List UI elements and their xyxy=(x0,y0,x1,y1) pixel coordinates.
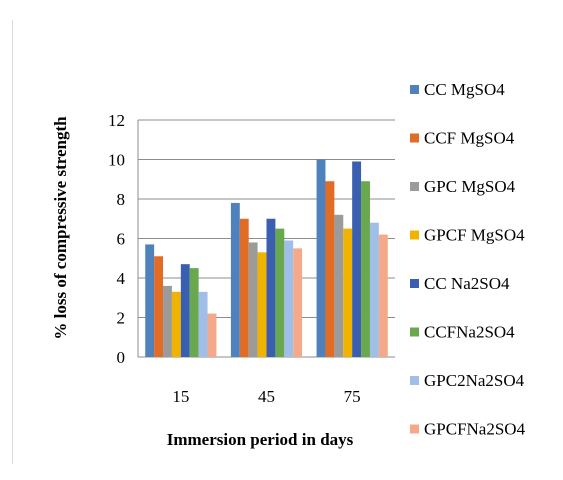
x-tick-label: 45 xyxy=(258,387,275,406)
legend-label: GPCF MgSO4 xyxy=(424,226,525,245)
bar xyxy=(145,244,155,357)
legend-label: CC MgSO4 xyxy=(424,80,505,99)
legend-swatch xyxy=(410,376,419,385)
bar xyxy=(316,159,326,357)
bar xyxy=(361,181,370,357)
legend-label: GPCFNa2SO4 xyxy=(424,420,526,439)
bar xyxy=(369,222,379,357)
frame-border-line xyxy=(12,20,13,464)
legend-label: CCFNa2SO4 xyxy=(424,323,515,342)
y-axis-title: % loss of compressive strength xyxy=(51,116,70,340)
legend-swatch xyxy=(410,327,419,337)
y-tick-labels: 0 2 4 6 8 10 12 xyxy=(108,111,126,367)
y-tick-label: 12 xyxy=(108,111,125,130)
x-tick-label: 75 xyxy=(344,387,361,406)
legend-swatch xyxy=(410,230,419,240)
legend-label: CC Na2SO4 xyxy=(424,274,510,293)
x-axis-title: Immersion period in days xyxy=(167,430,354,449)
legend-swatch xyxy=(410,133,419,143)
bar xyxy=(293,248,303,357)
bar xyxy=(207,313,217,357)
x-tick-labels: 15 45 75 xyxy=(172,387,360,406)
legend-label: GPC MgSO4 xyxy=(424,177,516,196)
bar xyxy=(257,252,267,357)
bar xyxy=(180,264,190,357)
bar xyxy=(163,285,172,357)
legend-swatch xyxy=(410,424,419,434)
legend: CC MgSO4 CCF MgSO4 GPC MgSO4 GPCF MgSO4 CC N… xyxy=(410,80,526,439)
bar xyxy=(325,181,335,357)
y-tick-label: 0 xyxy=(117,348,126,367)
legend-swatch xyxy=(410,182,419,191)
legend-swatch xyxy=(410,85,419,94)
y-tick-label: 8 xyxy=(117,190,126,209)
bar xyxy=(352,161,362,357)
bar xyxy=(284,240,294,357)
legend-label: GPC2Na2SO4 xyxy=(424,371,525,390)
bar xyxy=(239,218,249,357)
bar xyxy=(171,291,181,357)
x-tick-label: 15 xyxy=(172,387,189,406)
bar xyxy=(189,268,199,357)
bar xyxy=(198,291,208,357)
bar xyxy=(343,228,353,357)
bar xyxy=(266,218,276,357)
bar xyxy=(230,202,240,357)
y-tick-label: 6 xyxy=(117,230,126,249)
bar xyxy=(248,242,258,357)
legend-label: CCF MgSO4 xyxy=(424,129,515,148)
bar xyxy=(154,256,164,357)
y-tick-label: 10 xyxy=(108,151,125,170)
bar xyxy=(378,234,388,357)
y-tick-label: 2 xyxy=(117,309,126,328)
bar xyxy=(334,214,344,357)
legend-swatch xyxy=(410,279,419,288)
y-tick-label: 4 xyxy=(117,269,126,288)
bar xyxy=(275,228,285,357)
bars xyxy=(145,159,388,357)
